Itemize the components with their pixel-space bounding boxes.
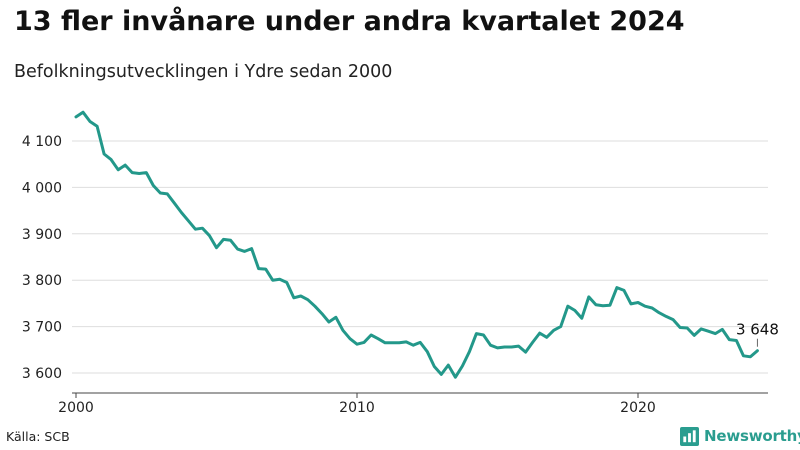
source-note: Källa: SCB <box>6 429 70 444</box>
y-tick-label: 3 800 <box>22 273 62 289</box>
brand-name: Newsworthy <box>704 427 800 445</box>
chart-subtitle: Befolkningsutvecklingen i Ydre sedan 200… <box>14 62 393 82</box>
y-axis-tick-labels: 3 600 3 700 3 800 3 900 4 000 4 100 <box>22 134 62 382</box>
x-tick-label: 2000 <box>58 400 94 416</box>
y-tick-label: 3 700 <box>22 320 62 336</box>
newsworthy-logo: Newsworthy <box>680 425 800 447</box>
x-tick-label: 2020 <box>620 400 656 416</box>
x-tick-label: 2010 <box>339 400 375 416</box>
newsworthy-logo-icon <box>680 426 699 446</box>
x-axis-tick-marks <box>75 393 639 398</box>
grid-lines <box>72 140 768 374</box>
end-value-label: 3 648 <box>736 321 779 339</box>
x-axis-tick-labels: 2000 2010 2020 <box>58 400 656 416</box>
series-line <box>74 110 759 379</box>
chart-title: 13 fler invånare under andra kvartalet 2… <box>14 6 685 37</box>
y-tick-label: 3 600 <box>22 366 62 382</box>
y-tick-label: 4 000 <box>22 180 62 196</box>
y-tick-label: 4 100 <box>22 134 62 150</box>
y-tick-label: 3 900 <box>22 227 62 243</box>
